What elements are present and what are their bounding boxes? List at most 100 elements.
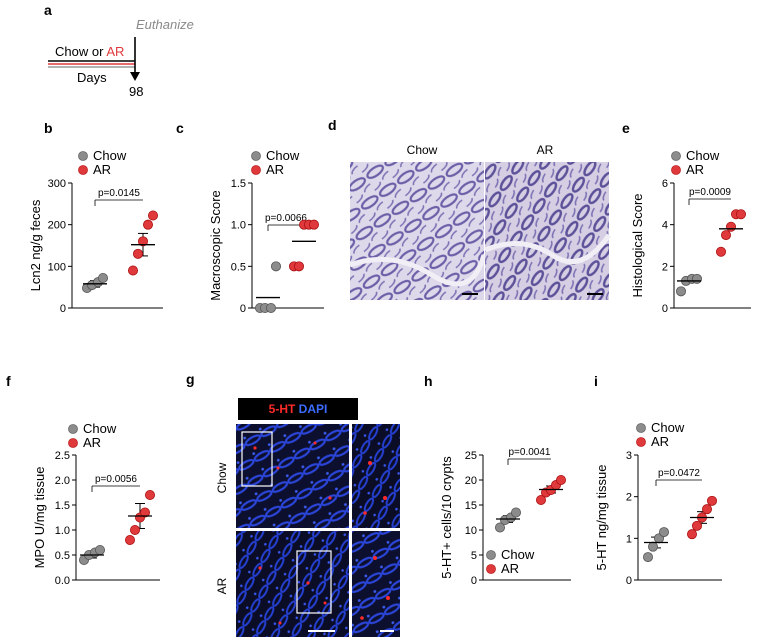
data-point-ar — [692, 520, 703, 531]
stain-header — [238, 398, 358, 420]
legend-label-chow: Chow — [651, 420, 685, 435]
panel-letter-b: b — [44, 120, 53, 136]
legend-label-chow: Chow — [83, 421, 117, 436]
immunofluorescence-panel: g 5-HT DAPI Chow AR — [186, 371, 400, 637]
data-point-chow — [266, 302, 277, 313]
if-zoom-chow — [352, 424, 400, 528]
stain-5ht: 5-HT — [269, 402, 296, 416]
y-tick-label: 20 — [465, 475, 477, 487]
y-tick-label: 1.5 — [55, 500, 70, 512]
if-zoom-ar — [352, 531, 400, 637]
cell-dot — [253, 446, 257, 450]
data-point-ar — [294, 261, 305, 272]
histology-image-ar — [485, 162, 609, 300]
y-tick-label: 15 — [465, 500, 477, 512]
legend-marker-ar — [251, 165, 261, 175]
cell-dot — [328, 496, 332, 500]
cell-dot — [323, 601, 327, 605]
data-point-ar — [137, 236, 148, 247]
cell-dot — [383, 496, 387, 500]
histology-ar-lumen — [484, 233, 612, 265]
histology-chow-lumen — [349, 254, 487, 287]
diet-prefix: Chow or — [55, 44, 106, 59]
legend-marker-ar — [68, 438, 78, 448]
cell-dot — [373, 556, 377, 560]
data-point-ar — [127, 265, 138, 276]
legend-marker-chow — [636, 423, 646, 433]
histology-panel: d Chow AR — [328, 117, 612, 300]
data-point-ar — [716, 246, 727, 257]
y-tick-label: 0 — [662, 303, 668, 315]
if-image-ar — [236, 531, 349, 637]
legend-label-chow: Chow — [93, 148, 127, 163]
y-axis-label: Histological Score — [630, 193, 645, 297]
legend-marker-chow — [68, 424, 78, 434]
cell-dot — [363, 511, 367, 515]
legend-label-chow: Chow — [686, 148, 720, 163]
cell-dot — [313, 441, 317, 445]
legend-marker-chow — [78, 151, 88, 161]
data-point-ar — [308, 219, 319, 230]
data-point-ar — [144, 490, 155, 501]
row-label-chow: Chow — [215, 462, 229, 493]
y-tick-label: 6 — [662, 178, 668, 190]
y-tick-label: 100 — [48, 261, 66, 273]
cell-dot — [276, 466, 280, 470]
data-point-ar — [687, 529, 698, 540]
chart-panel-f: f 0.0 0.5 1.0 1.5 2.0 2.5 MPO U/mg tissue ChowAR… — [6, 373, 160, 587]
y-tick-label: 2.5 — [55, 450, 70, 462]
data-point-chow — [648, 541, 659, 552]
legend-marker-ar — [486, 564, 496, 574]
stain-label: 5-HT DAPI — [269, 402, 328, 416]
y-tick-label: 0 — [471, 575, 477, 587]
row-label-ar: AR — [215, 577, 229, 594]
legend-label-ar: AR — [266, 162, 284, 177]
y-tick-label: 2 — [662, 261, 668, 273]
y-axis-label: Macroscopic Score — [208, 190, 223, 301]
timeline-panel: a Euthanize Chow or AR Days 98 — [44, 2, 194, 99]
data-point-chow — [271, 261, 282, 272]
y-tick-label: 4 — [662, 220, 668, 232]
y-tick-label: 2.0 — [55, 475, 70, 487]
data-point-chow — [98, 272, 109, 283]
y-tick-label: 1.5 — [231, 178, 246, 190]
data-point-chow — [495, 522, 506, 533]
data-point-ar — [736, 209, 747, 220]
histology-image-chow — [350, 162, 484, 300]
p-value-label: p=0.0066 — [265, 213, 307, 224]
y-tick-label: 200 — [48, 220, 66, 232]
data-point-ar — [536, 495, 547, 506]
legend-marker-chow — [671, 151, 681, 161]
legend-marker-chow — [251, 151, 261, 161]
cell-dot — [258, 566, 262, 570]
y-tick-label: 10 — [465, 525, 477, 537]
diet-ar: AR — [106, 44, 124, 59]
data-point-ar — [142, 219, 153, 230]
legend-label-ar: AR — [93, 162, 111, 177]
inset-box-ar — [296, 550, 332, 614]
data-point-ar — [147, 210, 158, 221]
legend-label-ar: AR — [501, 561, 519, 576]
cell-dot — [306, 581, 310, 585]
data-point-ar — [555, 475, 566, 486]
data-point-ar — [726, 221, 737, 232]
y-tick-label: 2 — [626, 492, 632, 504]
data-point-ar — [125, 534, 136, 545]
y-tick-label: 300 — [48, 178, 66, 190]
p-value-label: p=0.0145 — [98, 188, 140, 199]
y-tick-label: 3 — [626, 450, 632, 462]
legend-label-chow: Chow — [266, 148, 300, 163]
data-point-chow — [659, 527, 670, 538]
timeline-end-arrow-head — [130, 72, 140, 81]
stain-dapi: DAPI — [299, 402, 328, 416]
data-point-chow — [643, 552, 654, 563]
days-label: Days — [77, 70, 107, 85]
y-tick-label: 1 — [626, 533, 632, 545]
data-point-chow — [676, 286, 687, 297]
legend-label-chow: Chow — [501, 547, 535, 562]
legend-marker-chow — [486, 550, 496, 560]
data-point-ar — [132, 248, 143, 259]
cell-dot — [360, 616, 364, 620]
cell-dot — [368, 461, 372, 465]
